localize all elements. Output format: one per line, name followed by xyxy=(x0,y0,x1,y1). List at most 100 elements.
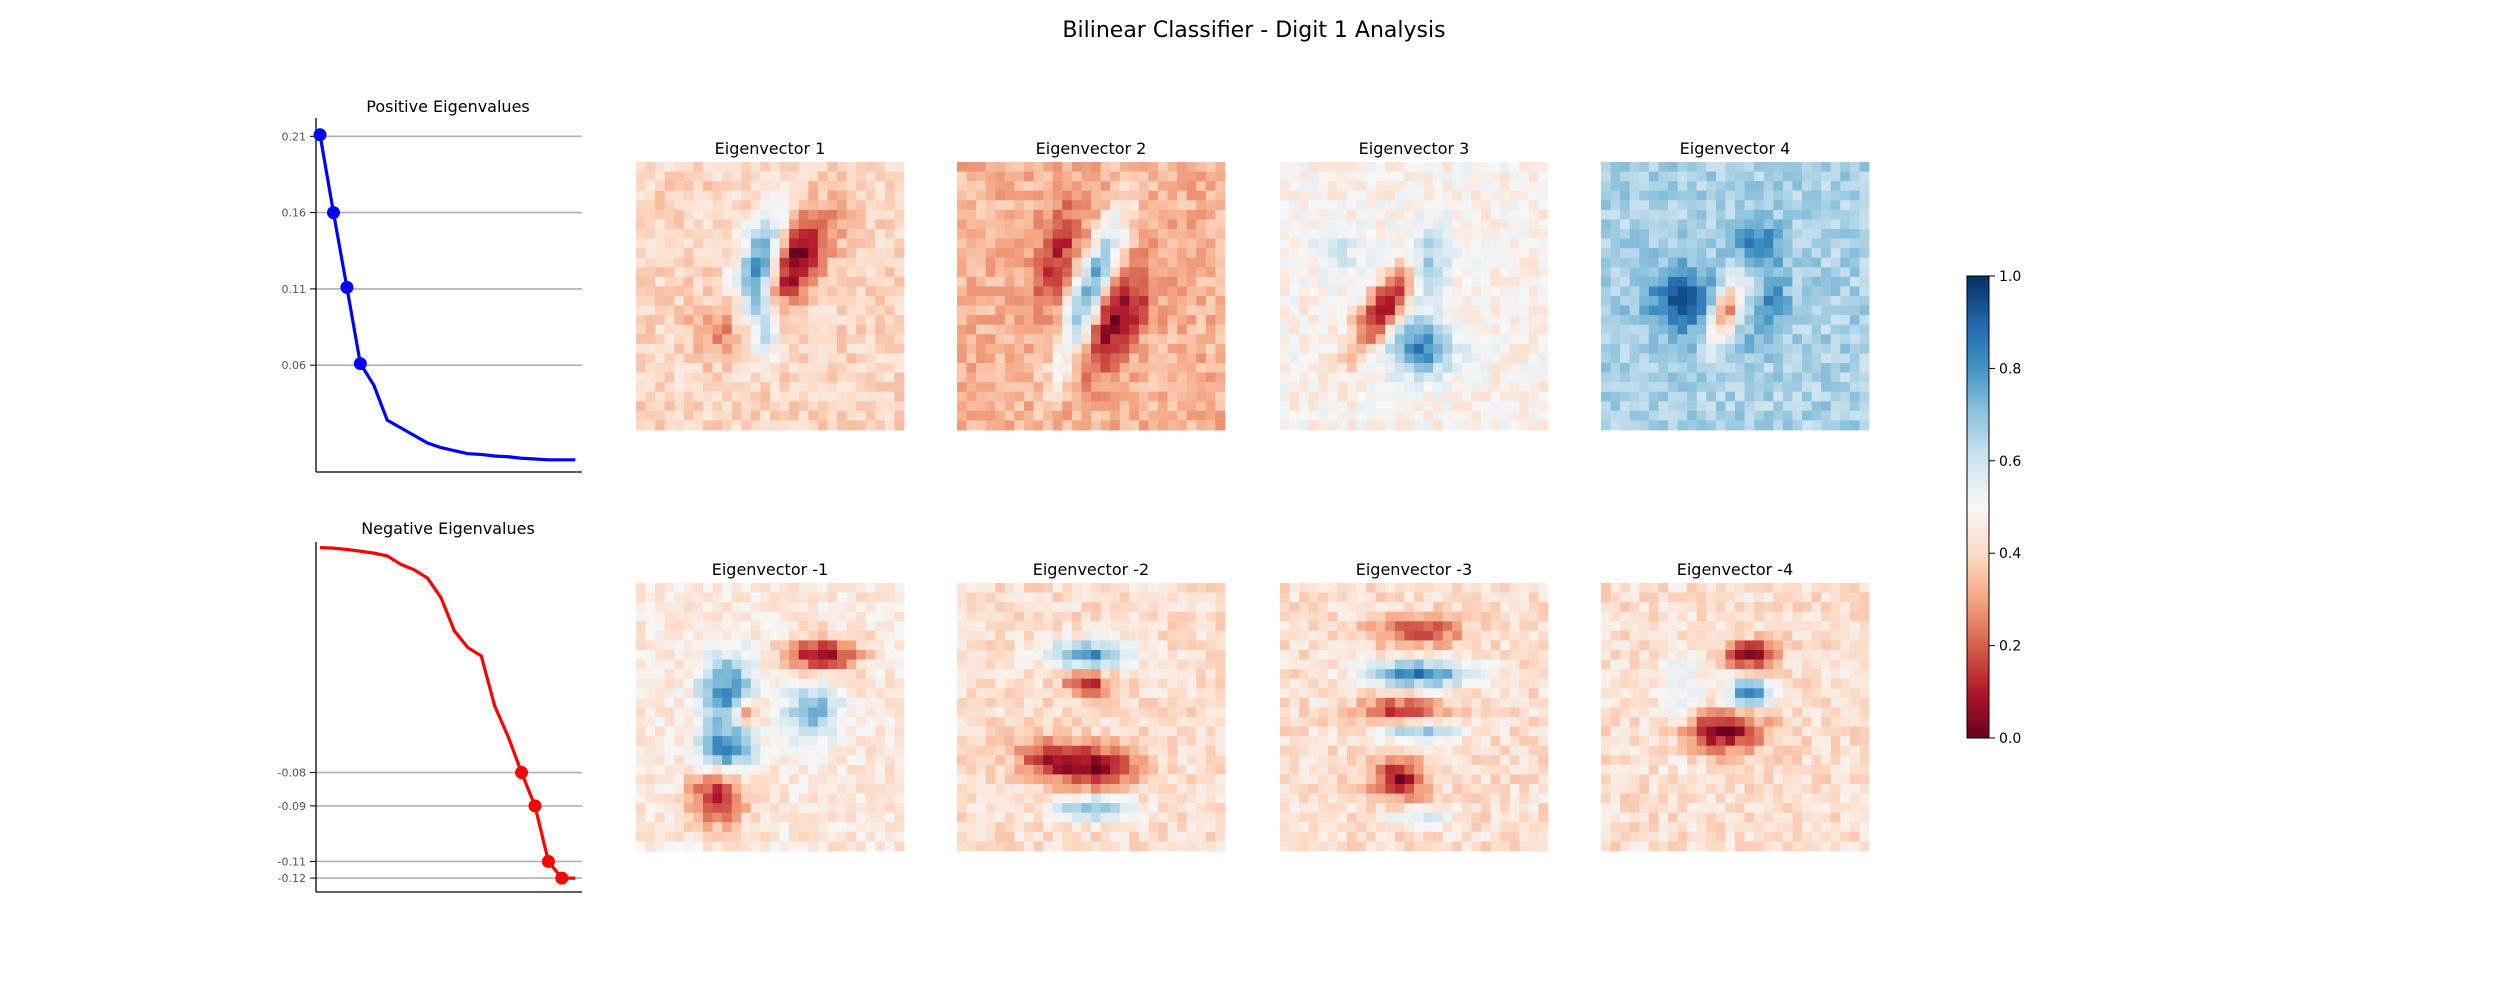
heatmap-cell xyxy=(655,324,666,335)
heatmap-cell xyxy=(779,774,790,785)
heatmap-cell xyxy=(1337,219,1348,230)
heatmap-cell xyxy=(760,669,771,680)
heatmap-cell xyxy=(741,305,752,316)
heatmap-cell xyxy=(1318,420,1329,431)
heatmap-cell xyxy=(856,831,867,842)
heatmap-cell xyxy=(894,200,905,211)
heatmap-cell xyxy=(1138,257,1149,268)
heatmap-cell xyxy=(1043,764,1054,775)
heatmap-cell xyxy=(760,745,771,756)
heatmap-cell xyxy=(1004,296,1015,306)
heatmap-cell xyxy=(1610,248,1621,259)
heatmap-cell xyxy=(1148,286,1159,297)
heatmap-cell xyxy=(1687,382,1698,393)
heatmap-cell xyxy=(1091,276,1101,287)
heatmap-cell xyxy=(674,391,685,402)
heatmap-cell xyxy=(1744,209,1755,220)
heatmap-cell xyxy=(1110,640,1121,651)
heatmap-cell xyxy=(808,630,819,641)
heatmap-cell xyxy=(1158,372,1168,383)
heatmap-cell xyxy=(884,774,895,785)
heatmap-cell xyxy=(1811,229,1822,239)
heatmap-cell xyxy=(779,267,790,278)
heatmap-cell xyxy=(1110,296,1121,306)
heatmap-cell xyxy=(703,276,713,287)
heatmap-cell xyxy=(770,650,780,660)
heatmap-cell xyxy=(1148,803,1159,814)
heatmap-cell xyxy=(875,248,886,259)
heatmap-cell xyxy=(865,784,876,794)
heatmap-cell xyxy=(976,334,987,345)
heatmap-cell xyxy=(636,238,646,249)
heatmap-cell xyxy=(1289,296,1300,306)
heatmap-cell xyxy=(884,324,895,335)
heatmap-cell xyxy=(1052,583,1063,593)
heatmap-cell xyxy=(1129,315,1140,326)
heatmap-cell xyxy=(1347,209,1357,220)
heatmap-cell xyxy=(966,611,977,622)
heatmap-cell xyxy=(995,755,1006,766)
heatmap-cell xyxy=(1052,267,1063,278)
heatmap-cell xyxy=(1100,401,1111,412)
heatmap-cell xyxy=(1821,181,1832,192)
heatmap-cell xyxy=(1327,334,1338,345)
heatmap-cell xyxy=(817,659,828,670)
heatmap-cell xyxy=(827,717,838,727)
heatmap-cell xyxy=(1538,583,1549,593)
heatmap-cell xyxy=(1763,171,1774,182)
heatmap-cell xyxy=(1830,257,1841,268)
heatmap-cell xyxy=(1014,171,1025,182)
heatmap-cell xyxy=(1308,650,1319,660)
heatmap-cell xyxy=(798,688,809,699)
heatmap-cell xyxy=(1394,267,1405,278)
heatmap-cell xyxy=(1299,621,1310,632)
heatmap-cell xyxy=(995,841,1006,852)
heatmap-cell xyxy=(779,190,790,201)
heatmap-cell xyxy=(1280,410,1290,421)
heatmap-cell xyxy=(798,190,809,201)
heatmap-cell xyxy=(1658,420,1669,431)
heatmap-cell xyxy=(966,640,977,651)
heatmap-cell xyxy=(875,276,886,287)
heatmap-cell xyxy=(770,841,780,852)
heatmap-cell xyxy=(846,219,857,230)
heatmap-cell xyxy=(1215,678,1226,689)
heatmap-cell xyxy=(722,592,733,603)
heatmap-cell xyxy=(1177,774,1188,785)
heatmap-cell xyxy=(995,267,1006,278)
heatmap-cell xyxy=(1763,190,1774,201)
heatmap-cell xyxy=(1433,162,1444,172)
heatmap-cell xyxy=(1071,630,1082,641)
heatmap-cell xyxy=(779,315,790,326)
heatmap-cell xyxy=(1138,630,1149,641)
heatmap-cell xyxy=(976,181,987,192)
heatmap-cell xyxy=(817,343,828,354)
heatmap-cell xyxy=(798,324,809,335)
heatmap-cell xyxy=(1215,640,1226,651)
heatmap-cell xyxy=(1442,410,1453,421)
heatmap-cell xyxy=(683,784,694,794)
heatmap-cell xyxy=(1205,678,1216,689)
heatmap-cell xyxy=(817,717,828,727)
heatmap-cell xyxy=(1138,353,1149,364)
heatmap-cell xyxy=(1385,219,1396,230)
heatmap-cell xyxy=(1033,296,1044,306)
heatmap-cell xyxy=(1394,296,1405,306)
heatmap-cell xyxy=(750,410,761,421)
heatmap-cell xyxy=(1299,190,1310,201)
heatmap-cell xyxy=(1725,219,1736,230)
heatmap-cell xyxy=(779,784,790,794)
heatmap-cell xyxy=(731,209,742,220)
heatmap-cell xyxy=(1071,793,1082,804)
heatmap-cell xyxy=(1280,391,1290,402)
heatmap-cell xyxy=(722,315,733,326)
heatmap-cell xyxy=(1014,669,1025,680)
heatmap-cell xyxy=(1404,583,1415,593)
heatmap-cell xyxy=(750,669,761,680)
positive-eigenvalues-title: Positive Eigenvalues xyxy=(366,97,530,116)
heatmap-cell xyxy=(1356,372,1367,383)
heatmap-cell xyxy=(1538,592,1549,603)
heatmap-cell xyxy=(674,286,685,297)
heatmap-cell xyxy=(1677,229,1688,239)
heatmap-cell xyxy=(1347,650,1357,660)
